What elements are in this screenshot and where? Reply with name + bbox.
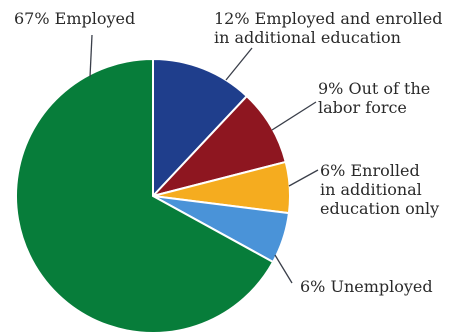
leader-line-0 [225,47,253,81]
slice-label-line: 67% Employed [14,9,135,28]
leader-line-1 [271,101,317,131]
slice-label-line: 12% Employed and enrolled [214,9,443,28]
pie-slices [15,57,292,332]
leader-line-3 [274,254,293,284]
slice-label-line: 6% Unemployed [300,277,433,296]
slice-label-line: 9% Out of the [318,79,430,98]
leader-lines [89,34,319,284]
slice-label-line: education only [320,199,439,218]
slice-label-line: 6% Enrolled [320,161,420,180]
slice-label-4: 67% Employed [14,9,135,28]
pie-slice-0 [152,57,249,199]
slice-label-line: in additional [320,180,422,199]
slice-label-1: 9% Out of the labor force [318,79,430,117]
slice-label-2: 6% Enrolled in additional education only [320,161,439,218]
leader-line-4 [89,34,93,78]
leader-line-2 [288,169,319,187]
slice-label-line: in additional education [214,28,401,47]
slice-labels: 12% Employed and enrolled in additional e… [14,9,443,296]
slice-label-0: 12% Employed and enrolled in additional e… [214,9,443,47]
slice-label-line: labor force [318,98,407,117]
slice-label-3: 6% Unemployed [300,277,433,296]
pie-slice-4 [15,57,275,332]
